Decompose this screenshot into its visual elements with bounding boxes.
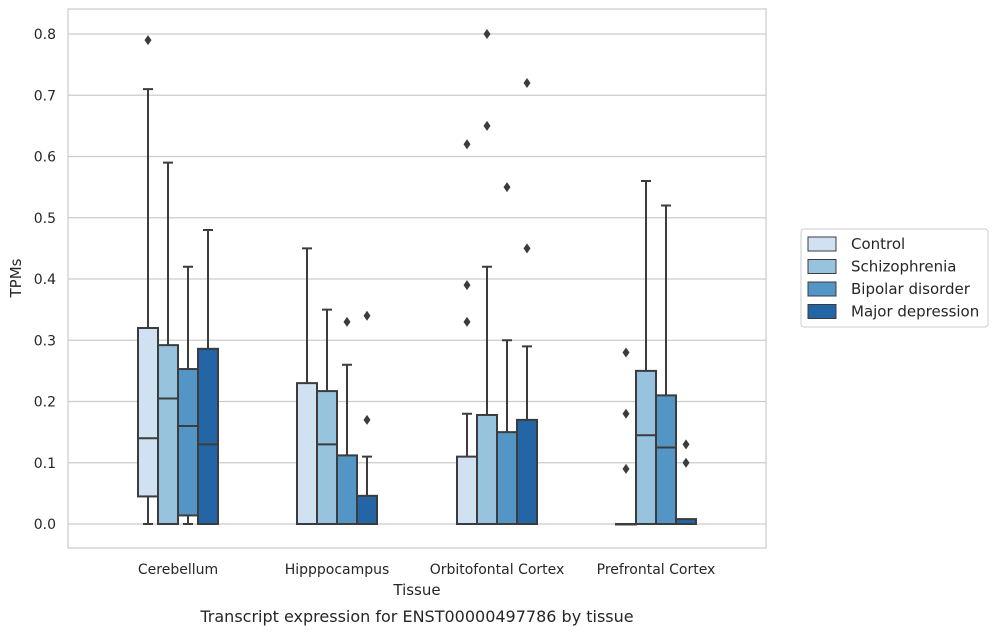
legend-label: Major depression (851, 303, 979, 321)
plot-frame (67, 8, 767, 549)
legend-label: Bipolar disorder (851, 280, 971, 298)
box-control (615, 347, 637, 526)
x-tick-label: Hipppocampus (285, 562, 390, 578)
box-bipolar-disorder (496, 182, 518, 525)
y-tick-label: 0.1 (34, 456, 56, 472)
legend-swatch (807, 259, 837, 274)
x-tick-label: Orbitofontal Cortex (430, 562, 565, 578)
y-tick-label: 0.2 (34, 395, 56, 411)
legend-swatch (807, 236, 837, 252)
outlier-point (483, 120, 491, 131)
outlier-point (523, 78, 531, 88)
outlier-point (343, 316, 351, 327)
box-body (336, 454, 358, 525)
box-major-depression (356, 310, 378, 526)
box-body (476, 413, 498, 526)
box-bipolar-disorder (177, 265, 199, 525)
box-schizophrenia (316, 308, 338, 525)
box-schizophrenia (157, 161, 179, 525)
outlier-point (144, 35, 152, 46)
box-body (296, 382, 318, 525)
outlier-point (483, 29, 491, 39)
legend-swatch (807, 281, 837, 297)
x-tick-label: Cerebellum (138, 562, 218, 578)
outlier-point (682, 439, 690, 450)
legend-swatch (807, 304, 837, 319)
y-tick-label: 0.4 (34, 272, 56, 288)
outlier-point (503, 182, 511, 193)
y-tick-label: 0.7 (34, 88, 56, 104)
box-body (635, 369, 657, 525)
box-body (496, 431, 518, 525)
box-body (655, 394, 677, 525)
box-body (356, 494, 378, 526)
y-tick-label: 0.5 (34, 211, 56, 227)
box-major-depression (197, 229, 219, 526)
y-tick-label: 0.0 (34, 517, 56, 533)
box-body (516, 418, 538, 525)
box-series (137, 29, 697, 526)
y-tick-label: 0.8 (34, 27, 56, 43)
outlier-point (363, 310, 371, 321)
box-body (177, 368, 199, 517)
outlier-point (682, 457, 690, 468)
x-tick-labels: Cerebellum Hipppocampus Orbitofontal Corte… (138, 562, 715, 578)
box-body (157, 344, 179, 525)
box-major-depression (516, 78, 538, 525)
y-tick-labels: 0.0 0.1 0.2 0.3 0.4 0.5 0.6 0.7 0.8 (34, 27, 56, 533)
outlier-point (363, 414, 371, 425)
x-axis-label: Tissue (392, 581, 440, 599)
chart-caption: Transcript expression for ENST0000049778… (199, 607, 633, 626)
box-body (137, 327, 159, 498)
box-bipolar-disorder (655, 204, 677, 525)
legend-frame (800, 228, 989, 328)
box-body (197, 347, 219, 526)
outlier-point (463, 316, 471, 327)
y-axis-label: TPMs (7, 258, 25, 298)
box-body (456, 455, 478, 525)
outlier-point (622, 347, 630, 358)
y-tick-label: 0.3 (34, 333, 56, 349)
box-major-depression (675, 439, 697, 525)
box-bipolar-disorder (336, 316, 358, 525)
box-control (137, 35, 159, 525)
outlier-point (622, 463, 630, 474)
y-tick-label: 0.6 (34, 150, 56, 166)
box-schizophrenia (476, 29, 498, 526)
box-schizophrenia (635, 180, 657, 525)
legend-label: Schizophrenia (851, 258, 956, 276)
legend: Control Schizophrenia Bipolar disorder Majo… (800, 228, 989, 328)
box-control (296, 247, 318, 525)
legend-label: Control (851, 235, 905, 253)
outlier-point (463, 280, 471, 291)
box-body (316, 390, 338, 525)
outlier-point (463, 139, 471, 150)
x-tick-label: Prefrontal Cortex (597, 562, 716, 578)
outlier-point (523, 243, 531, 254)
box-control (456, 139, 478, 525)
outlier-point (622, 408, 630, 419)
